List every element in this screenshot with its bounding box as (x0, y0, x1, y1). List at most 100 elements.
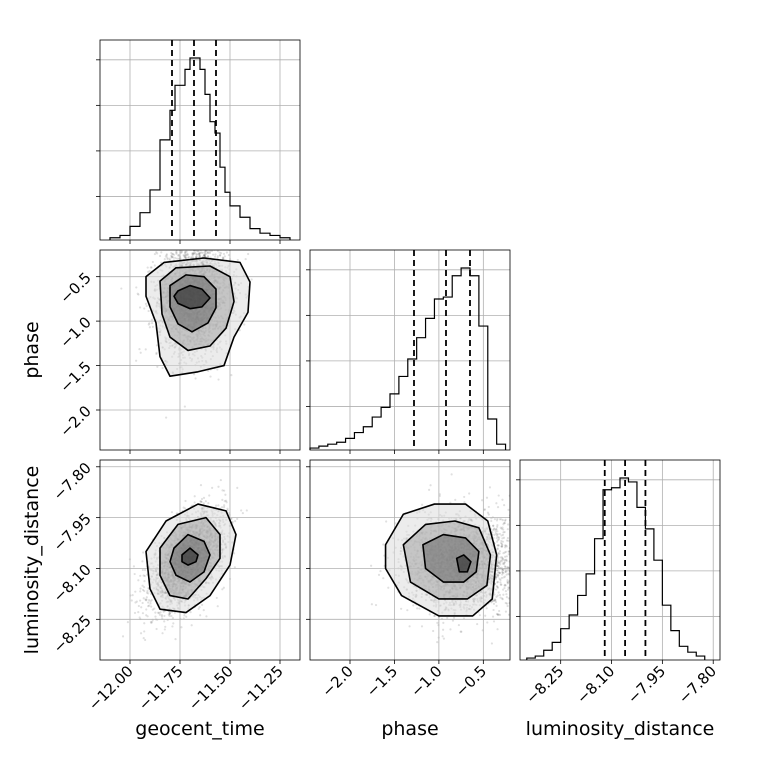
joint-phase-vs-geocent-time-point (186, 233, 188, 235)
joint-phase-vs-geocent-time-point (219, 254, 222, 257)
joint-luminosity-distance-vs-geocent-time-point (163, 614, 166, 618)
joint-phase-vs-geocent-time-point (177, 254, 180, 257)
joint-luminosity-distance-vs-geocent-time-point (202, 609, 205, 612)
joint-luminosity-distance-vs-geocent-time-point (141, 584, 144, 587)
joint-phase-vs-geocent-time-point (197, 252, 201, 256)
joint-phase-vs-geocent-time-point (220, 222, 222, 224)
joint-luminosity-distance-vs-geocent-time-point (161, 632, 164, 635)
joint-luminosity-distance-vs-geocent-time-point (202, 502, 205, 505)
joint-phase-vs-geocent-time-point (147, 309, 150, 313)
joint-luminosity-distance-vs-geocent-time-point (134, 590, 137, 593)
joint-phase-vs-geocent-time-point (151, 325, 154, 328)
joint-phase-vs-geocent-time-point (204, 250, 207, 252)
joint-phase-vs-geocent-time-point (194, 244, 196, 246)
joint-phase-vs-geocent-time-point (207, 369, 210, 372)
joint-phase-vs-geocent-time-point (206, 250, 209, 254)
joint-phase-vs-geocent-time-point (216, 250, 219, 253)
joint-phase-vs-geocent-time-point (221, 256, 224, 259)
joint-phase-vs-geocent-time-point (192, 256, 195, 259)
joint-phase-vs-geocent-time-point (135, 286, 138, 289)
joint-phase-vs-geocent-time-point (216, 255, 219, 258)
joint-phase-vs-geocent-time-point (186, 252, 189, 255)
joint-luminosity-distance-vs-geocent-time-point (143, 585, 146, 589)
joint-phase-vs-geocent-time-point (189, 243, 191, 245)
joint-phase-vs-geocent-time-point (194, 377, 197, 380)
joint-phase-vs-geocent-time-point (212, 253, 215, 256)
joint-luminosity-distance-vs-geocent-time-point (163, 628, 166, 631)
joint-phase-vs-geocent-time-point (156, 365, 159, 368)
joint-phase-vs-geocent-time-point (182, 237, 184, 239)
joint-phase-vs-geocent-time-point (204, 250, 207, 253)
joint-phase-vs-geocent-time-point (163, 247, 165, 249)
joint-phase-vs-geocent-time-point (197, 243, 199, 245)
joint-phase-vs-geocent-time-point (191, 253, 194, 256)
joint-phase-vs-geocent-time-point (210, 250, 214, 253)
joint-phase-vs-geocent-time-point (230, 247, 232, 249)
joint-phase-vs-geocent-time-point (175, 251, 178, 254)
joint-phase-vs-geocent-time-point (179, 245, 181, 247)
joint-phase-vs-geocent-time-point (184, 256, 187, 259)
joint-luminosity-distance-vs-geocent-time-point (144, 599, 148, 602)
joint-phase-vs-geocent-time-point (209, 244, 211, 246)
joint-phase-vs-geocent-time-point (218, 237, 220, 239)
joint-phase-vs-geocent-time-point (145, 304, 148, 308)
joint-luminosity-distance-vs-geocent-time-point (170, 614, 173, 618)
joint-luminosity-distance-vs-geocent-time-point (139, 590, 142, 593)
joint-phase-vs-geocent-time-point (183, 254, 186, 258)
joint-phase-vs-geocent-time-point (203, 254, 206, 257)
joint-phase-vs-geocent-time-point (197, 250, 200, 253)
joint-phase-vs-geocent-time-point (186, 253, 190, 256)
joint-phase-vs-geocent-time-point (210, 224, 212, 226)
joint-phase-vs-geocent-time-point (209, 242, 211, 244)
joint-luminosity-distance-vs-geocent-time-point (147, 598, 151, 602)
joint-luminosity-distance-vs-geocent-time-point (197, 607, 200, 611)
joint-phase-vs-geocent-time-point (165, 254, 168, 257)
joint-luminosity-distance-vs-geocent-time-point (234, 520, 237, 523)
joint-phase-vs-geocent-time-point (191, 254, 194, 258)
joint-phase-vs-geocent-time-point (217, 210, 219, 212)
joint-luminosity-distance-vs-geocent-time-point (154, 611, 157, 614)
joint-phase-vs-geocent-time-point (203, 254, 206, 258)
joint-phase-vs-geocent-time-point (206, 246, 208, 248)
joint-phase-vs-geocent-time-point (219, 231, 221, 233)
joint-phase-vs-geocent-time-point (138, 306, 142, 309)
joint-phase-vs-geocent-time-point (198, 237, 200, 239)
joint-luminosity-distance-vs-geocent-time-point (221, 498, 224, 501)
joint-luminosity-distance-vs-geocent-time-point (131, 594, 134, 597)
joint-luminosity-distance-vs-geocent-time-point (148, 604, 151, 607)
joint-luminosity-distance-vs-geocent-time-point (183, 614, 186, 617)
joint-phase-vs-geocent-time-point (192, 247, 194, 249)
joint-phase-vs-geocent-time-point (193, 373, 196, 376)
joint-luminosity-distance-vs-geocent-time-point (167, 613, 170, 616)
joint-phase-vs-geocent-time-point (238, 329, 241, 332)
joint-luminosity-distance-vs-geocent-time-point (172, 622, 175, 625)
joint-phase-vs-geocent-time-point (210, 242, 212, 244)
joint-phase-vs-geocent-time-point (175, 252, 178, 255)
joint-phase-vs-geocent-time-point (187, 255, 191, 259)
joint-phase-vs-geocent-time-point (188, 230, 190, 232)
joint-luminosity-distance-vs-geocent-time-point (133, 611, 137, 615)
joint-luminosity-distance-vs-geocent-time-point (223, 489, 226, 492)
joint-phase-vs-geocent-time-point (195, 255, 198, 258)
joint-phase-vs-geocent-time-point (135, 359, 138, 362)
joint-phase-vs-geocent-time-point (195, 255, 198, 259)
joint-phase-vs-geocent-time-point (120, 287, 123, 290)
joint-luminosity-distance-vs-geocent-time-point (151, 608, 154, 611)
joint-phase-vs-geocent-time-point (200, 251, 203, 254)
joint-phase-vs-geocent-time-point (216, 246, 218, 248)
joint-luminosity-distance-vs-geocent-time-point (241, 511, 244, 515)
joint-phase-vs-geocent-time-point (184, 251, 187, 254)
joint-luminosity-distance-vs-geocent-time-point (202, 496, 206, 499)
joint-luminosity-distance-vs-geocent-time-point (137, 579, 140, 582)
joint-phase-vs-geocent-time-point (136, 292, 139, 295)
joint-phase-vs-geocent-time-point (191, 247, 193, 249)
joint-luminosity-distance-vs-geocent-time-point (221, 588, 224, 591)
joint-luminosity-distance-vs-geocent-time-point (141, 601, 144, 605)
joint-phase-vs-geocent-time-point (181, 246, 183, 248)
joint-luminosity-distance-vs-geocent-time-point (157, 611, 161, 615)
joint-phase-vs-geocent-time-point (156, 252, 159, 255)
joint-phase-vs-geocent-time-point (192, 252, 196, 256)
joint-luminosity-distance-vs-geocent-time-point (144, 638, 147, 642)
joint-phase-vs-geocent-time-point (198, 255, 201, 259)
joint-phase-vs-geocent-time-point (192, 243, 194, 245)
